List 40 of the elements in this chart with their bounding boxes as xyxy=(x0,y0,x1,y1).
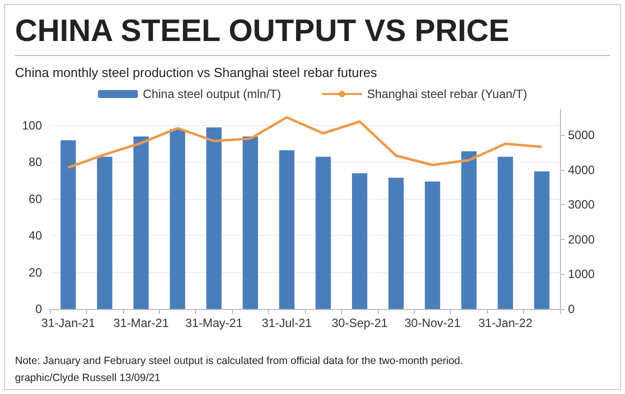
y-tick-label: 100 xyxy=(22,118,42,133)
chart-title: CHINA STEEL OUTPUT VS PRICE xyxy=(15,13,610,56)
bar xyxy=(424,181,440,309)
y2-tick-label: 1000 xyxy=(568,267,596,282)
y-tick-label: 60 xyxy=(28,192,42,206)
y2-tick-label: 0 xyxy=(568,302,575,316)
y2-tick-label: 3000 xyxy=(568,198,596,212)
bar xyxy=(60,140,76,309)
bar xyxy=(534,171,550,309)
x-tick-label: 30-Nov-21 xyxy=(404,316,461,330)
y2-tick-label: 5000 xyxy=(568,128,596,142)
bar xyxy=(461,151,477,309)
bar xyxy=(242,136,258,309)
bar xyxy=(170,129,186,309)
x-tick-label: 30-Sep-21 xyxy=(332,316,388,330)
text: Note: January and February steel output is calculated from official data for the two-month period. xyxy=(15,354,464,369)
y-tick-label: 20 xyxy=(28,265,42,280)
x-tick-label: 31-Jan-21 xyxy=(41,316,96,330)
bar xyxy=(206,127,222,309)
bar xyxy=(316,156,331,309)
y-tick-label: 80 xyxy=(28,155,42,170)
y2-tick-label: 2000 xyxy=(568,232,596,246)
bar xyxy=(133,136,149,309)
bar xyxy=(388,178,404,309)
legend-label: China steel output (mln/T) xyxy=(142,87,281,101)
text: graphic/Clyde Russell 13/09/21 xyxy=(15,371,162,386)
chart-subtitle: China monthly steel production vs Shanghai steel rebar futures xyxy=(15,65,378,80)
bar xyxy=(279,150,294,309)
bar xyxy=(352,173,368,309)
legend-label: Shanghai steel rebar (Yuan/T) xyxy=(366,87,528,101)
bar xyxy=(96,156,112,309)
x-tick-label: 31-Mar-21 xyxy=(113,316,170,330)
x-tick-label: 31-May-21 xyxy=(185,316,243,330)
bar xyxy=(498,156,514,309)
y2-tick-label: 4000 xyxy=(568,162,596,177)
x-tick-label: 31-Jan-22 xyxy=(478,316,533,330)
x-tick-label: 31-Jul-21 xyxy=(262,316,312,330)
y-tick-label: 40 xyxy=(28,228,42,243)
y-tick-label: 0 xyxy=(35,302,42,316)
line-series xyxy=(66,116,544,169)
